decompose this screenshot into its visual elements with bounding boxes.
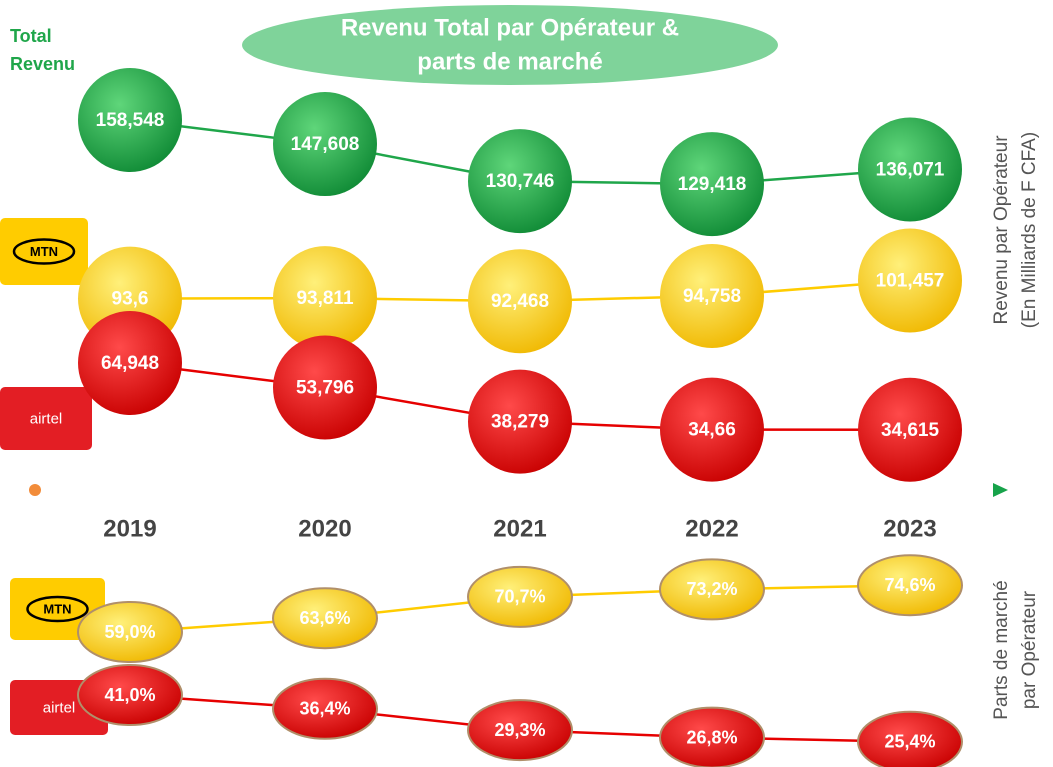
y-axis-label: Parts de marché [991, 580, 1012, 720]
legend-logo [0, 218, 88, 285]
legend-logo [0, 387, 92, 450]
legend-entry: airtel [30, 410, 63, 427]
data-bubble [858, 117, 962, 222]
y-axis-label: par Opérateur [1019, 590, 1040, 710]
data-label: 101,457 [876, 271, 945, 292]
legend-entry: Total Revenu [10, 26, 76, 74]
data-bubble [273, 335, 377, 440]
data-label: 93,6 [112, 289, 149, 310]
data-bubble [468, 249, 572, 354]
data-label: 29,3% [494, 720, 545, 740]
data-label: 34,615 [881, 420, 940, 441]
x-tick-label: 2020 [298, 515, 351, 542]
data-bubble [858, 377, 962, 482]
data-bubble [273, 246, 377, 351]
legend-entry: MTN [30, 244, 58, 259]
data-bubble [858, 228, 962, 333]
data-bubble [467, 565, 573, 628]
data-label: 158,548 [96, 110, 165, 131]
data-label: 93,811 [296, 288, 353, 309]
data-label: 70,7% [494, 587, 545, 607]
data-bubble [660, 132, 764, 237]
data-label: 92,468 [491, 291, 549, 312]
x-tick-label: 2021 [493, 515, 546, 542]
data-label: 53,796 [296, 378, 354, 399]
data-bubble [659, 706, 765, 767]
logo-ring [12, 238, 76, 265]
y-axis-label: Revenu par Opérateur [991, 135, 1012, 325]
data-label: 25,4% [884, 732, 935, 752]
data-label: 136,071 [876, 159, 945, 180]
x-tick-label: 2023 [883, 515, 936, 542]
title-line: parts de marché [417, 48, 602, 75]
title-line: Revenu Total par Opérateur & [341, 14, 679, 41]
data-label: 59,0% [104, 622, 155, 642]
data-label: 38,279 [491, 412, 549, 433]
data-label: 74,6% [884, 575, 935, 595]
data-bubble [467, 699, 573, 762]
data-label: 34,66 [688, 420, 736, 441]
legend-entry: MTN [43, 601, 71, 616]
arrow-head [993, 483, 1008, 497]
data-bubble [78, 311, 182, 416]
data-label: 147,608 [291, 134, 360, 155]
data-bubble [857, 554, 963, 617]
data-bubble [272, 587, 378, 650]
data-bubble [659, 558, 765, 621]
data-label: 64,948 [101, 353, 159, 374]
data-bubble [660, 377, 764, 482]
data-bubble [468, 369, 572, 474]
data-bubble [78, 67, 182, 172]
x-tick-label: 2019 [103, 515, 156, 542]
data-bubble [77, 601, 183, 663]
data-label: 94,758 [683, 286, 741, 307]
data-bubble [77, 664, 183, 726]
data-label: 36,4% [299, 699, 350, 719]
data-label: 73,2% [686, 579, 737, 599]
data-bubble [468, 129, 572, 234]
data-bubble [660, 243, 764, 348]
legend-entry: airtel [43, 699, 76, 716]
x-tick-label: 2022 [685, 515, 738, 542]
data-label: 63,6% [299, 608, 350, 628]
axis-dot [29, 484, 41, 496]
y-axis-label: (En Milliards de F CFA) [1019, 131, 1040, 329]
data-bubble [273, 92, 377, 197]
logo-ring [26, 595, 89, 623]
data-label: 41,0% [104, 685, 155, 705]
data-label: 26,8% [686, 727, 737, 747]
data-label: 129,418 [678, 174, 747, 195]
data-label: 130,746 [486, 171, 555, 192]
data-bubble [857, 710, 963, 767]
data-bubble [272, 677, 378, 740]
title-pill [242, 5, 778, 85]
